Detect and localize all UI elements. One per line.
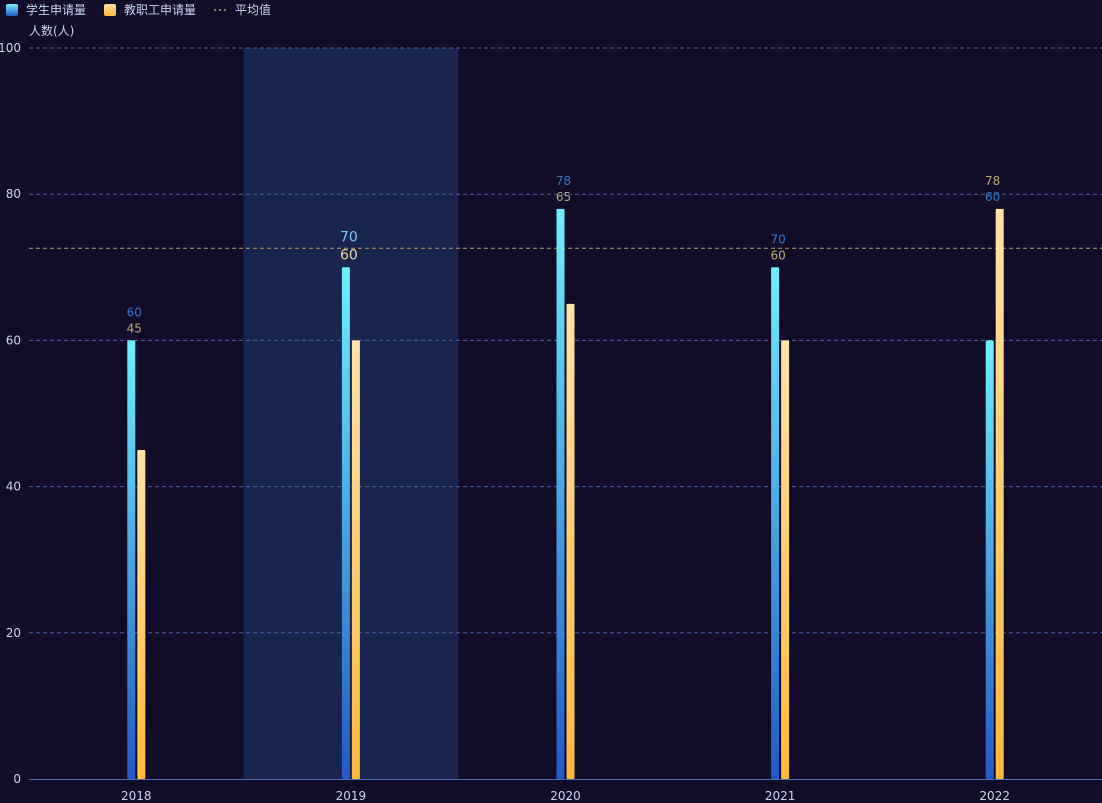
value-label-student: 60 [985,190,1000,204]
bar-staff [781,340,790,779]
hover-highlight-band [243,48,459,779]
bar-student [556,208,565,779]
bar-student [127,340,136,779]
value-label-staff: 60 [770,248,785,262]
y-tick-label: 80 [6,187,21,201]
legend-swatch-staff [104,4,116,16]
bar-student [341,267,350,779]
legend: 学生申请量 教职工申请量 平均值 [6,2,271,17]
legend-label-student: 学生申请量 [26,2,86,17]
x-tick-label: 2019 [336,789,367,803]
value-label-student: 78 [556,174,571,188]
value-label-staff: 78 [985,174,1000,188]
y-tick-label: 60 [6,333,21,347]
legend-label-staff: 教职工申请量 [124,2,196,17]
x-tick-label: 2018 [121,789,152,803]
value-label-staff: 60 [340,247,358,263]
bar-student [771,267,780,779]
x-tick-label: 2022 [979,789,1010,803]
value-label-staff: 65 [556,190,571,204]
legend-swatch-student [6,4,18,16]
y-tick-label: 40 [6,480,21,494]
value-label-student: 70 [340,229,358,245]
value-label-staff: 45 [127,321,142,335]
value-label-student: 70 [770,232,785,246]
y-tick-label: 0 [13,772,21,786]
value-label-student: 60 [127,305,142,319]
x-tick-label: 2021 [765,789,796,803]
bar-staff [137,450,146,779]
bar-staff [351,340,360,779]
bar-student [985,340,994,779]
bar-staff [566,303,575,779]
x-tick-label: 2020 [550,789,581,803]
bar-staff [995,208,1004,779]
y-tick-label: 20 [6,626,21,640]
legend-label-average: 平均值 [235,2,271,17]
y-tick-label: 100 [0,41,21,55]
y-axis-label: 人数(人) [29,23,74,38]
